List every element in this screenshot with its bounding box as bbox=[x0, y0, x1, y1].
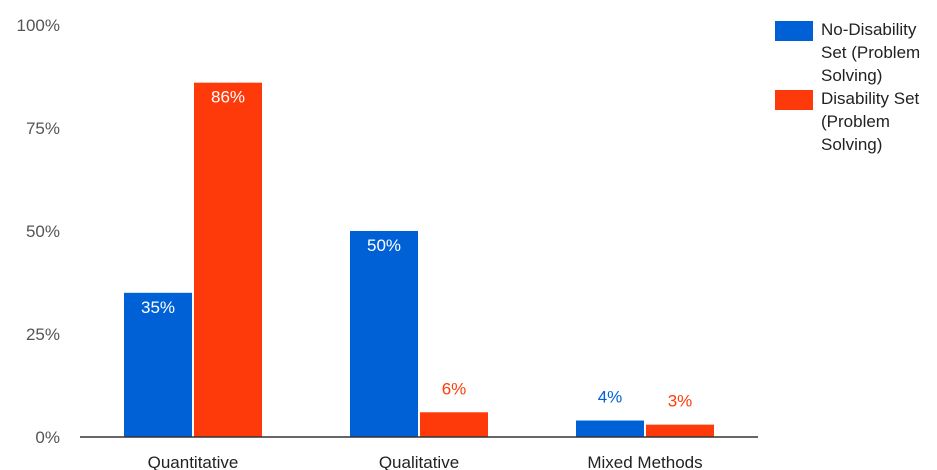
x-category-label: Qualitative bbox=[379, 453, 459, 470]
data-label: 4% bbox=[598, 388, 623, 407]
data-labels: 35% 86% 50% 6% 4% 3% bbox=[141, 88, 692, 411]
bar-qualitative-series-1 bbox=[420, 412, 488, 437]
data-label: 3% bbox=[668, 392, 693, 411]
bars bbox=[124, 82, 714, 438]
x-axis-categories: Quantitative Qualitative Mixed Methods bbox=[148, 453, 703, 470]
bar-quantitative-series-0 bbox=[124, 292, 192, 437]
bar-qualitative-series-0 bbox=[350, 231, 418, 437]
legend-swatch-no-disability bbox=[775, 21, 813, 41]
y-tick-label: 50% bbox=[26, 222, 60, 241]
legend-item-disability: Disability Set (Problem Solving) bbox=[775, 87, 935, 156]
data-label: 50% bbox=[367, 236, 401, 255]
x-category-label: Quantitative bbox=[148, 453, 239, 470]
legend-item-no-disability: No-Disability Set (Problem Solving) bbox=[775, 18, 935, 87]
legend-swatch-disability bbox=[775, 90, 813, 110]
bar-quantitative-series-1 bbox=[194, 82, 262, 438]
legend-label-no-disability: No-Disability Set (Problem Solving) bbox=[821, 20, 921, 85]
data-label: 6% bbox=[442, 379, 467, 398]
legend-label-disability: Disability Set (Problem Solving) bbox=[821, 89, 920, 154]
y-axis-ticks: 0% 25% 50% 75% 100% bbox=[17, 16, 60, 447]
y-tick-label: 0% bbox=[35, 428, 60, 447]
y-tick-label: 100% bbox=[17, 16, 60, 35]
data-label: 35% bbox=[141, 298, 175, 317]
x-category-label: Mixed Methods bbox=[587, 453, 702, 470]
y-tick-label: 75% bbox=[26, 119, 60, 138]
data-label: 86% bbox=[211, 88, 245, 107]
legend: No-Disability Set (Problem Solving) Disa… bbox=[775, 18, 935, 156]
bar-mixed-methods-series-1 bbox=[646, 424, 714, 437]
y-tick-label: 25% bbox=[26, 325, 60, 344]
bar-mixed-methods-series-0 bbox=[576, 420, 644, 437]
